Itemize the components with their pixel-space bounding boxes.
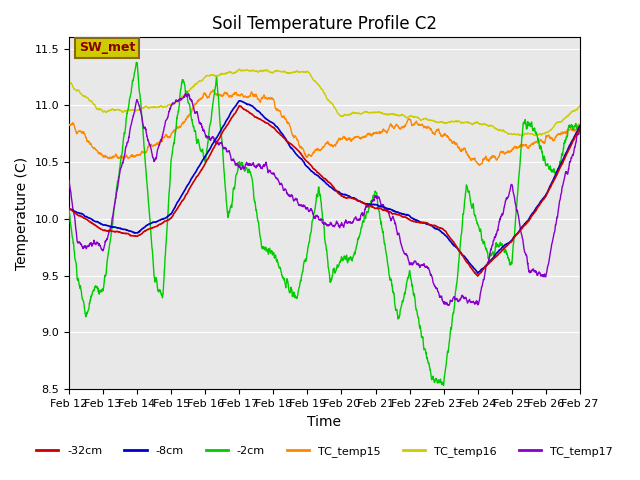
TC_temp16 xyxy=(562,115,570,120)
TC_temp16 xyxy=(65,79,73,84)
Line: -8cm: -8cm xyxy=(69,101,580,273)
TC_temp16 xyxy=(314,81,321,87)
-32cm xyxy=(562,154,570,159)
TC_temp16 xyxy=(576,102,584,108)
-32cm xyxy=(91,222,99,228)
-8cm xyxy=(300,159,308,165)
-2cm xyxy=(561,140,569,145)
-2cm xyxy=(65,205,73,211)
TC_temp15 xyxy=(65,121,73,127)
Text: SW_met: SW_met xyxy=(79,41,136,54)
-32cm xyxy=(468,266,476,272)
-2cm xyxy=(576,127,584,133)
TC_temp15 xyxy=(209,87,217,93)
TC_temp16 xyxy=(531,132,539,138)
TC_temp17 xyxy=(300,203,308,208)
TC_temp17 xyxy=(468,300,476,305)
-32cm xyxy=(474,273,481,279)
Title: Soil Temperature Profile C2: Soil Temperature Profile C2 xyxy=(212,15,437,33)
-8cm xyxy=(236,98,243,104)
-32cm xyxy=(561,154,569,160)
TC_temp15 xyxy=(300,149,308,155)
-2cm xyxy=(300,259,308,264)
-8cm xyxy=(314,173,321,179)
TC_temp16 xyxy=(468,121,476,127)
TC_temp15 xyxy=(562,130,570,136)
-2cm xyxy=(562,137,570,143)
TC_temp15 xyxy=(91,146,99,152)
Line: TC_temp15: TC_temp15 xyxy=(69,90,580,165)
TC_temp16 xyxy=(91,103,99,108)
TC_temp16 xyxy=(300,69,308,75)
TC_temp17 xyxy=(314,213,321,219)
-2cm xyxy=(468,205,476,211)
TC_temp15 xyxy=(576,122,584,128)
TC_temp17 xyxy=(576,126,584,132)
TC_temp17 xyxy=(562,169,570,175)
-32cm xyxy=(314,169,321,175)
-2cm xyxy=(132,60,140,65)
-32cm xyxy=(236,103,243,109)
-8cm xyxy=(91,218,99,224)
-8cm xyxy=(65,206,73,212)
TC_temp15 xyxy=(476,162,483,168)
TC_temp17 xyxy=(65,177,73,183)
TC_temp17 xyxy=(561,170,569,176)
-32cm xyxy=(576,125,584,131)
Line: TC_temp17: TC_temp17 xyxy=(69,94,580,305)
TC_temp15 xyxy=(561,129,569,135)
-8cm xyxy=(562,151,570,157)
TC_temp16 xyxy=(236,66,243,72)
Line: -32cm: -32cm xyxy=(69,106,580,276)
-2cm xyxy=(91,285,99,290)
TC_temp15 xyxy=(314,147,321,153)
-32cm xyxy=(65,205,73,211)
TC_temp17 xyxy=(182,91,189,96)
TC_temp17 xyxy=(91,241,99,247)
-8cm xyxy=(561,151,569,157)
-8cm xyxy=(468,263,476,268)
-2cm xyxy=(440,383,447,388)
-32cm xyxy=(300,156,308,161)
Y-axis label: Temperature (C): Temperature (C) xyxy=(15,157,29,270)
-2cm xyxy=(314,194,321,200)
TC_temp16 xyxy=(561,115,569,120)
Line: TC_temp16: TC_temp16 xyxy=(69,69,580,135)
Line: -2cm: -2cm xyxy=(69,62,580,385)
TC_temp17 xyxy=(445,302,452,308)
Legend: -32cm, -8cm, -2cm, TC_temp15, TC_temp16, TC_temp17: -32cm, -8cm, -2cm, TC_temp15, TC_temp16,… xyxy=(31,441,618,461)
-8cm xyxy=(576,123,584,129)
-8cm xyxy=(474,270,481,276)
X-axis label: Time: Time xyxy=(307,415,342,429)
TC_temp15 xyxy=(468,156,476,162)
